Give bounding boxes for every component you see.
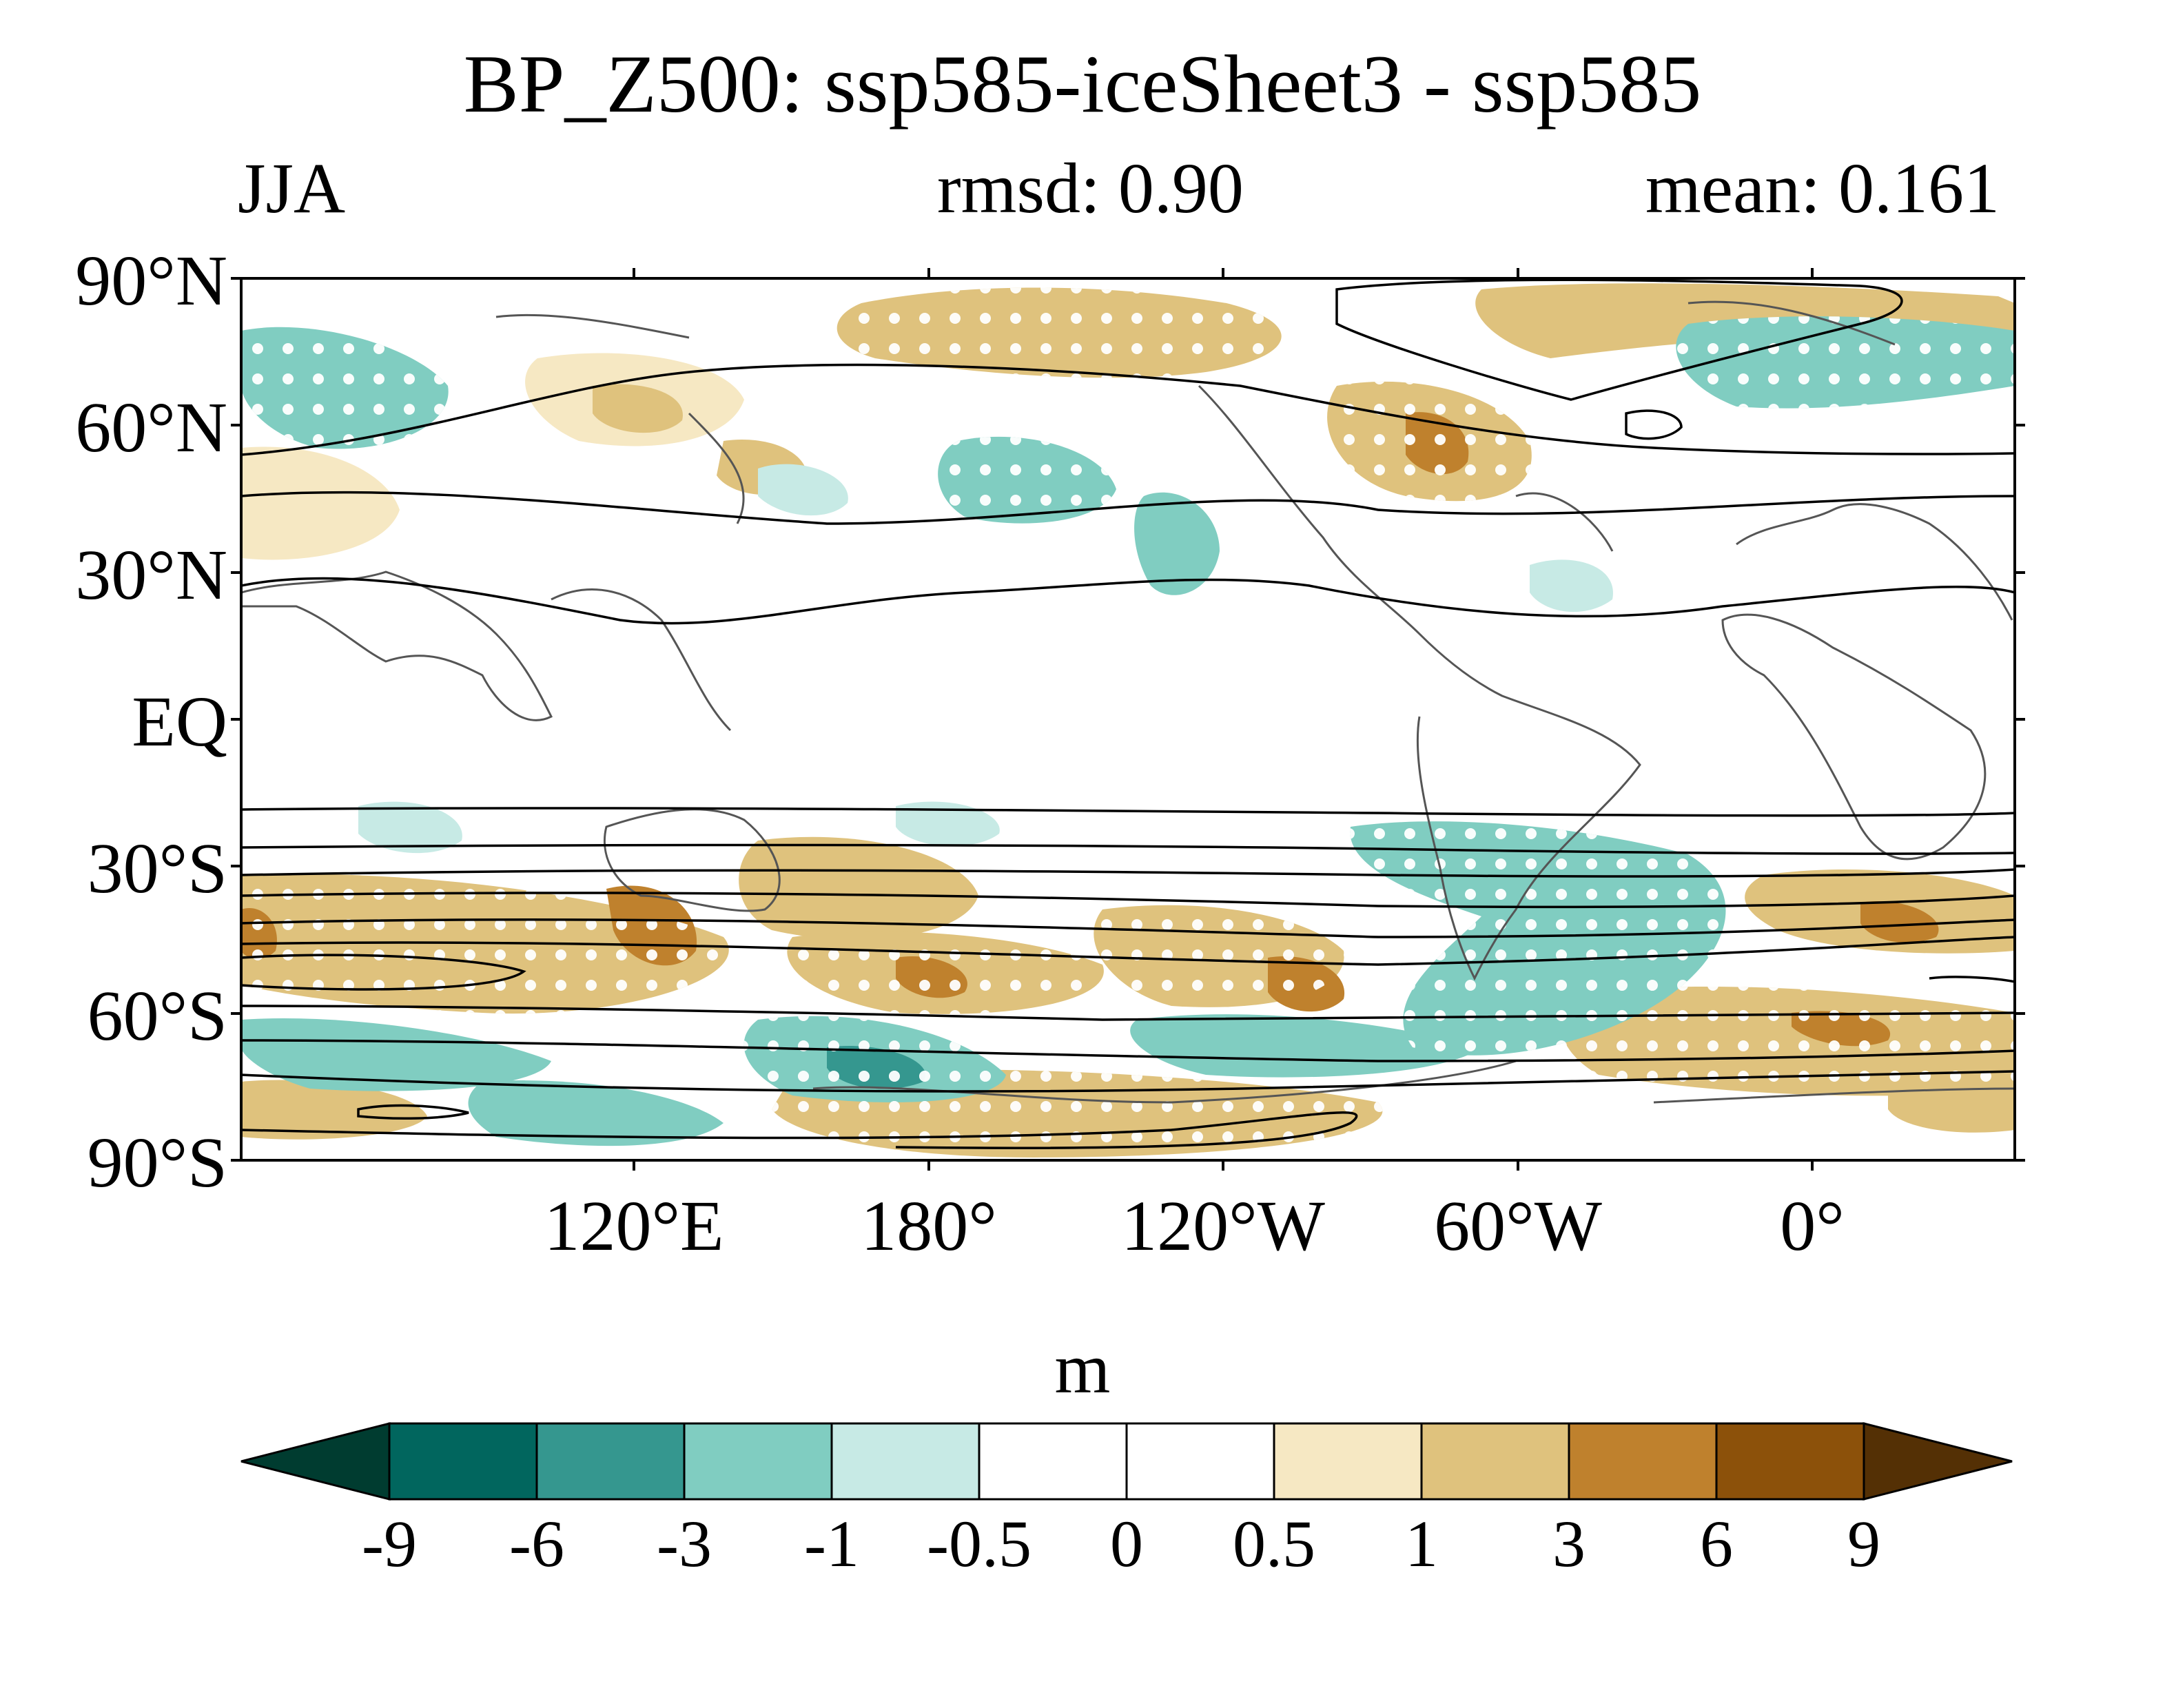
colorbar-label: 0.5	[1233, 1507, 1315, 1581]
mean-label: mean: 0.161	[1645, 149, 2000, 228]
colorbar-box	[978, 1422, 1128, 1501]
colorbar	[240, 1422, 2013, 1501]
climatology-contours	[241, 278, 2015, 1149]
colorbar-label: -9	[362, 1507, 417, 1581]
lon-label-120e: 120°E	[544, 1186, 724, 1266]
lat-label-60n: 60°N	[75, 388, 227, 467]
season-label: JJA	[238, 149, 346, 228]
colorbar-label: 1	[1405, 1507, 1438, 1581]
colorbar-box	[1715, 1422, 1865, 1501]
colorbar-label: -1	[804, 1507, 859, 1581]
colorbar-label: -0.5	[927, 1507, 1032, 1581]
lat-label-60s: 60°S	[87, 976, 227, 1056]
colorbar-extend-high	[1863, 1422, 2013, 1501]
colorbar-label: -6	[509, 1507, 564, 1581]
coastlines	[241, 300, 2015, 1104]
colorbar-label: 6	[1700, 1507, 1733, 1581]
colorbar-box	[830, 1422, 981, 1501]
colorbar-box	[1568, 1422, 1718, 1501]
lon-label-180: 180°	[861, 1186, 997, 1266]
lon-label-120w: 120°W	[1121, 1186, 1325, 1266]
lon-label-60w: 60°W	[1434, 1186, 1602, 1266]
colorbar-box	[1125, 1422, 1275, 1501]
chart-title: BP_Z500: ssp585-iceSheet3 - ssp585	[463, 38, 1702, 130]
map-plot-area	[241, 278, 2015, 1160]
colorbar-label: 0	[1110, 1507, 1143, 1581]
colorbar-box	[535, 1422, 686, 1501]
lat-label-30s: 30°S	[87, 829, 227, 908]
lat-label-eq: EQ	[132, 682, 227, 761]
lat-label-90s: 90°S	[87, 1123, 227, 1202]
lon-label-0: 0°	[1780, 1186, 1845, 1266]
colorbar-box	[1420, 1422, 1570, 1501]
colorbar-box	[1273, 1422, 1423, 1501]
colorbar-label: 9	[1847, 1507, 1880, 1581]
lat-label-90n: 90°N	[75, 241, 227, 320]
colorbar-extend-low	[240, 1422, 391, 1501]
colorbar-box	[388, 1422, 538, 1501]
rmsd-label: rmsd: 0.90	[937, 149, 1244, 228]
colorbar-label: -3	[657, 1507, 712, 1581]
lat-label-30n: 30°N	[75, 535, 227, 615]
colorbar-box	[683, 1422, 833, 1501]
colorbar-label: 3	[1552, 1507, 1586, 1581]
colorbar-units: m	[1054, 1329, 1111, 1408]
axis-ticks	[231, 268, 2025, 1171]
